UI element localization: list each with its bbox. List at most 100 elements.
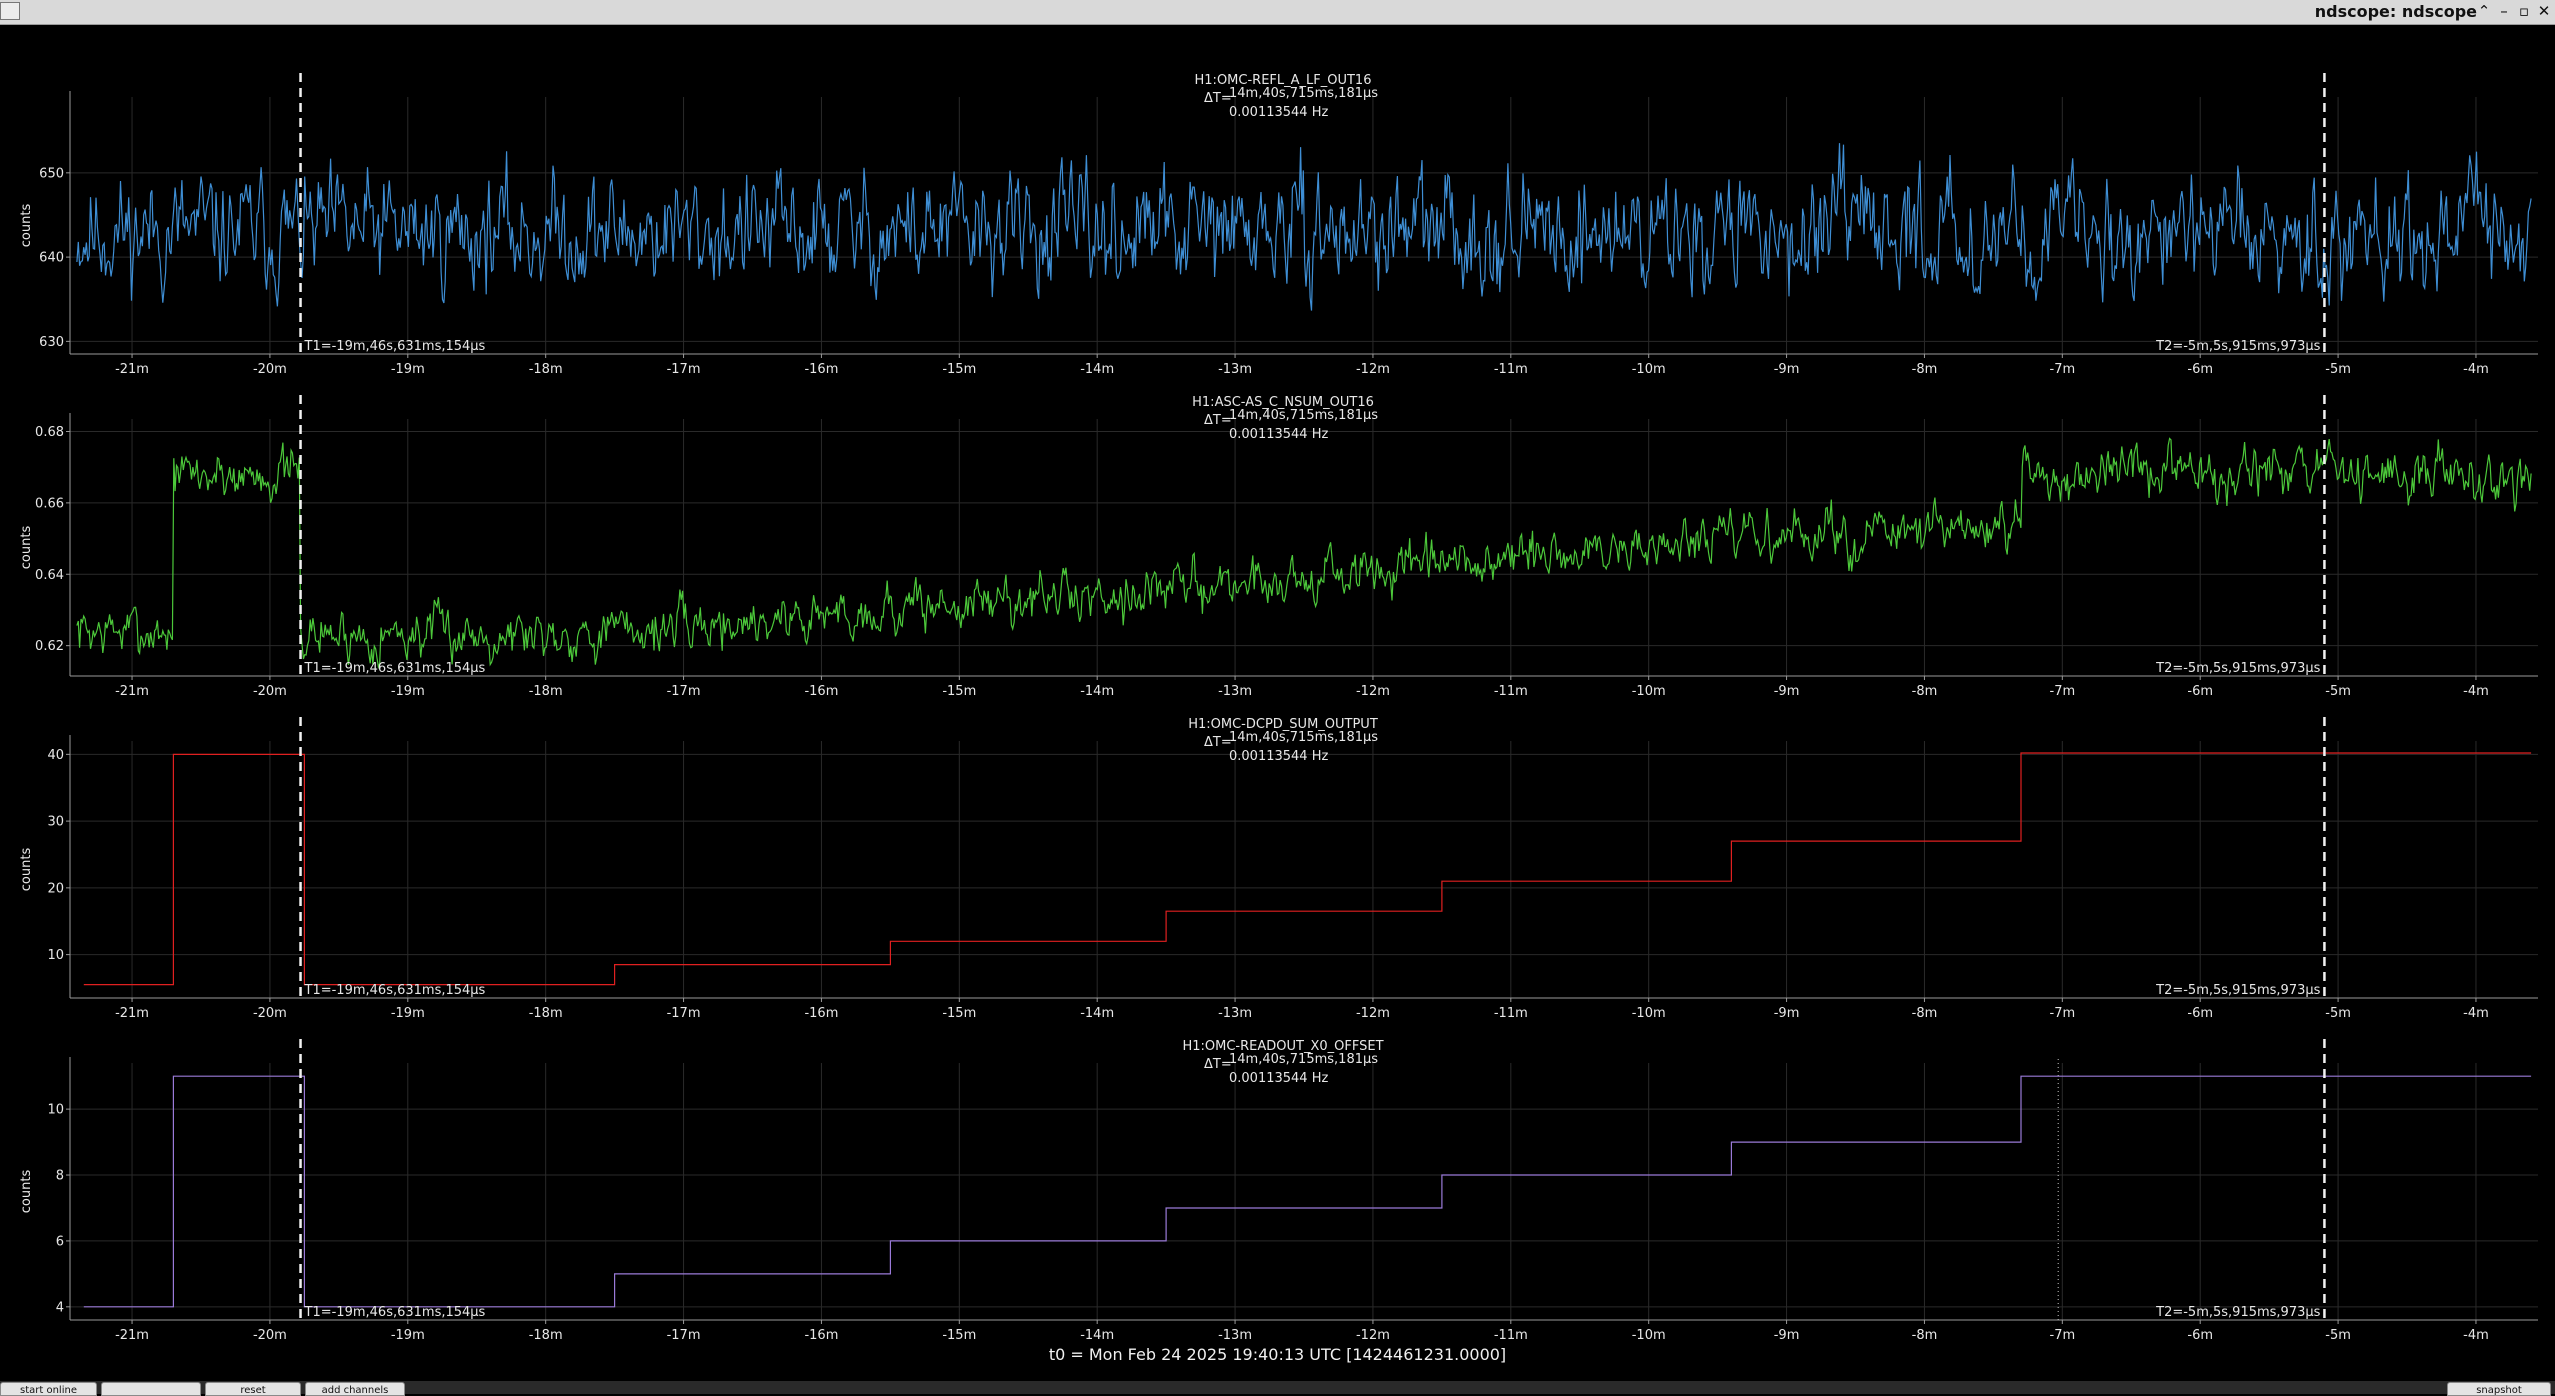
data-trace xyxy=(83,752,2532,986)
x-tick-label: -7m xyxy=(2050,1006,2076,1021)
x-tick-label: -13m xyxy=(1218,1006,1252,1021)
y-tick-label: 0.66 xyxy=(35,496,64,511)
x-tick-label: -13m xyxy=(1218,684,1252,699)
x-tick-label: -10m xyxy=(1632,1328,1666,1343)
x-tick-label: -16m xyxy=(804,362,838,377)
plot-panel-4: -21m -20m -19m -18m -17m -16m -15m -14m -13m -12m… xyxy=(19,1039,2538,1343)
x-tick-label: -17m xyxy=(667,362,701,377)
y-tick-label: 20 xyxy=(47,881,64,896)
x-tick-label: -7m xyxy=(2050,684,2076,699)
delta-t-value: 14m,40s,715ms,181μs xyxy=(1229,86,1378,101)
x-tick-label: -14m xyxy=(1080,1328,1114,1343)
delta-t-value: 14m,40s,715ms,181μs xyxy=(1229,408,1378,423)
x-tick-label: -18m xyxy=(529,1006,563,1021)
x-tick-label: -12m xyxy=(1356,1328,1390,1343)
data-trace xyxy=(76,437,2532,670)
y-tick-label: 630 xyxy=(39,335,64,350)
x-tick-label: -13m xyxy=(1218,362,1252,377)
x-tick-label: -8m xyxy=(1912,684,1938,699)
x-tick-label: -14m xyxy=(1080,1006,1114,1021)
x-tick-label: -11m xyxy=(1494,1006,1528,1021)
y-axis-label: counts xyxy=(19,1170,34,1214)
x-tick-label: -21m xyxy=(115,684,149,699)
delta-t-label: ΔT= xyxy=(1204,413,1232,428)
y-tick-label: 40 xyxy=(47,748,64,763)
x-tick-label: -9m xyxy=(1774,1328,1800,1343)
x-tick-label: -17m xyxy=(667,684,701,699)
x-tick-label: -15m xyxy=(942,684,976,699)
x-tick-label: -4m xyxy=(2463,362,2489,377)
x-tick-label: -14m xyxy=(1080,684,1114,699)
x-tick-label: -4m xyxy=(2463,684,2489,699)
x-tick-label: -12m xyxy=(1356,362,1390,377)
plot-title: H1:ASC-AS_C_NSUM_OUT16 xyxy=(1192,395,1374,410)
window-shade-icon[interactable]: ⌃ xyxy=(2477,2,2491,20)
x-tick-label: -8m xyxy=(1912,1328,1938,1343)
cursor-t1-label: T1=-19m,46s,631ms,154μs xyxy=(304,1305,486,1320)
x-tick-label: -18m xyxy=(529,1328,563,1343)
cursor-t2-label: T2=-5m,5s,915ms,973μs xyxy=(2155,1305,2321,1320)
x-tick-label: -15m xyxy=(942,1328,976,1343)
delta-f-value: 0.00113544 Hz xyxy=(1229,105,1328,120)
window-minimize-icon[interactable]: – xyxy=(2500,2,2508,20)
x-tick-label: -5m xyxy=(2325,684,2351,699)
x-tick-label: -8m xyxy=(1912,362,1938,377)
x-tick-label: -14m xyxy=(1080,362,1114,377)
x-tick-label: -20m xyxy=(253,1328,287,1343)
x-tick-label: -11m xyxy=(1494,362,1528,377)
delta-t-value: 14m,40s,715ms,181μs xyxy=(1229,730,1378,745)
x-tick-label: -5m xyxy=(2325,1328,2351,1343)
window-titlebar: ndscope: ndscope ⌃ – ▫ ✕ xyxy=(0,0,2555,25)
delta-f-value: 0.00113544 Hz xyxy=(1229,1071,1328,1086)
y-tick-label: 30 xyxy=(47,815,64,830)
x-tick-label: -10m xyxy=(1632,1006,1666,1021)
x-tick-label: -21m xyxy=(115,1006,149,1021)
x-tick-label: -15m xyxy=(942,1006,976,1021)
cursor-t1-label: T1=-19m,46s,631ms,154μs xyxy=(304,339,486,354)
plot-title: H1:OMC-READOUT_X0_OFFSET xyxy=(1182,1039,1383,1054)
x-tick-label: -19m xyxy=(391,1006,425,1021)
y-tick-label: 0.68 xyxy=(35,425,64,440)
x-tick-label: -7m xyxy=(2050,362,2076,377)
cursor-t2-label: T2=-5m,5s,915ms,973μs xyxy=(2155,661,2321,676)
x-tick-label: -9m xyxy=(1774,1006,1800,1021)
x-tick-label: -20m xyxy=(253,362,287,377)
x-tick-label: -4m xyxy=(2463,1328,2489,1343)
x-tick-label: -21m xyxy=(115,1328,149,1343)
x-tick-label: -21m xyxy=(115,362,149,377)
window-close-icon[interactable]: ✕ xyxy=(2537,2,2551,20)
x-tick-label: -18m xyxy=(529,684,563,699)
cursor-t2-label: T2=-5m,5s,915ms,973μs xyxy=(2155,339,2321,354)
x-tick-label: -17m xyxy=(667,1006,701,1021)
window-maximize-icon[interactable]: ▫ xyxy=(2518,2,2530,20)
plot-panel-1: -21m -20m -19m -18m -17m -16m -15m -14m -13m -12m… xyxy=(19,73,2538,377)
bottom-toolbar xyxy=(0,1381,2555,1394)
x-tick-label: -5m xyxy=(2325,362,2351,377)
plot-title: H1:OMC-DCPD_SUM_OUTPUT xyxy=(1188,717,1378,732)
x-tick-label: -11m xyxy=(1494,684,1528,699)
x-tick-label: -6m xyxy=(2187,684,2213,699)
y-tick-label: 10 xyxy=(47,948,64,963)
y-tick-label: 4 xyxy=(56,1300,64,1315)
y-axis-label: counts xyxy=(19,526,34,570)
delta-t-label: ΔT= xyxy=(1204,735,1232,750)
x-tick-label: -18m xyxy=(529,362,563,377)
x-tick-label: -5m xyxy=(2325,1006,2351,1021)
y-tick-label: 650 xyxy=(39,166,64,181)
x-tick-label: -9m xyxy=(1774,362,1800,377)
scope-plot-area[interactable]: -21m -20m -19m -18m -17m -16m -15m -14m -13m -12m… xyxy=(0,24,2555,1344)
x-tick-label: -16m xyxy=(804,1006,838,1021)
plot-panel-2: -21m -20m -19m -18m -17m -16m -15m -14m -13m -12m… xyxy=(19,395,2538,699)
x-tick-label: -11m xyxy=(1494,1328,1528,1343)
t0-label: t0 = Mon Feb 24 2025 19:40:13 UTC [14244… xyxy=(1048,1345,1507,1364)
window-menu-icon[interactable] xyxy=(0,2,20,20)
x-tick-label: -20m xyxy=(253,684,287,699)
x-tick-label: -16m xyxy=(804,1328,838,1343)
x-tick-label: -6m xyxy=(2187,1328,2213,1343)
x-tick-label: -19m xyxy=(391,1328,425,1343)
x-tick-label: -17m xyxy=(667,1328,701,1343)
data-trace xyxy=(76,143,2532,311)
y-tick-label: 10 xyxy=(47,1103,64,1118)
y-axis-label: counts xyxy=(19,848,34,892)
delta-f-value: 0.00113544 Hz xyxy=(1229,749,1328,764)
